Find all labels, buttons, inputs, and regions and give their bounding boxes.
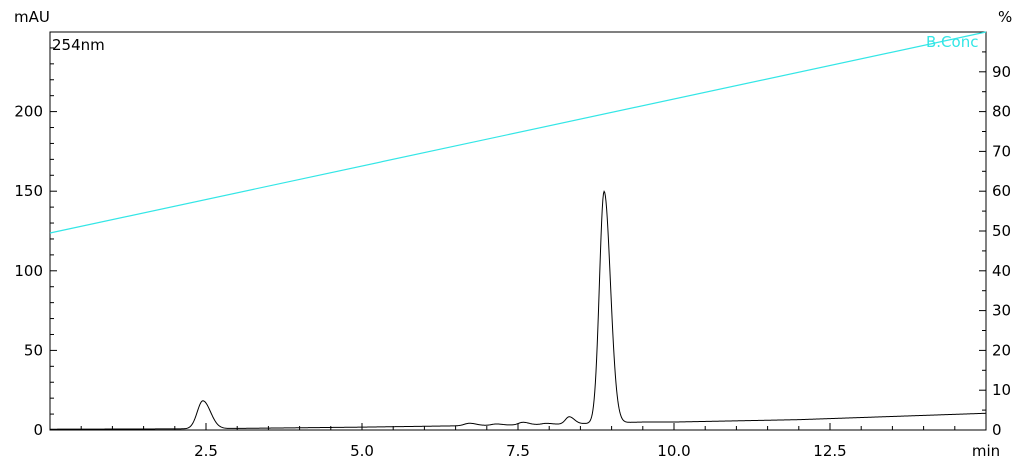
y-right-tick-label: 70	[992, 142, 1011, 160]
y-left-tick-label: 100	[14, 262, 43, 280]
plot-frame	[49, 31, 987, 431]
y-right-tick-label: 10	[992, 381, 1011, 399]
y-left-tick-label: 50	[24, 341, 43, 359]
y-right-tick-label: 30	[992, 302, 1011, 320]
series-layer	[49, 31, 987, 430]
y-right-axis-title: %	[998, 8, 1012, 26]
x-tick-label: 10.0	[657, 442, 690, 460]
y-left-axis-title: mAU	[14, 8, 50, 26]
y-right-tick-label: 80	[992, 103, 1011, 121]
x-tick-label: 5.0	[350, 442, 374, 460]
y-left-tick-label: 200	[14, 103, 43, 121]
axis-ticks: 2.5 5.0 7.5 10.0 12.5 min 0 50 100 150 200 0 10 20 30 4…	[14, 47, 1011, 460]
y-right-tick-label: 50	[992, 222, 1011, 240]
y-right-tick-label: 60	[992, 182, 1011, 200]
y-right-tick-label: 0	[992, 421, 1002, 439]
series-label-bconc: B.Conc	[926, 33, 978, 51]
y-left-tick-label: 150	[14, 182, 43, 200]
x-tick-label: 2.5	[194, 442, 218, 460]
y-left-tick-label: 0	[33, 421, 43, 439]
detector-wavelength-label: 254nm	[52, 36, 105, 54]
series-line-chromatogram	[50, 190, 987, 430]
x-tick-label: 7.5	[506, 442, 530, 460]
x-tick-label: min	[972, 442, 1000, 460]
y-right-tick-label: 90	[992, 63, 1011, 81]
x-tick-label: 12.5	[813, 442, 846, 460]
y-right-tick-label: 40	[992, 262, 1011, 280]
y-right-tick-label: 20	[992, 341, 1011, 359]
series-line-bconc	[49, 31, 987, 234]
plot-area	[49, 31, 987, 431]
